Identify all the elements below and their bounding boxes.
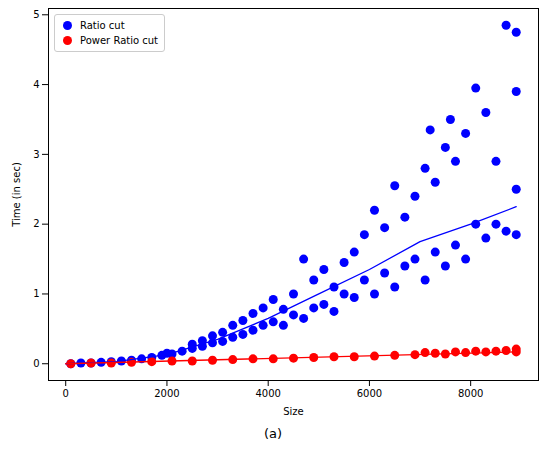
svg-text:Size: Size (283, 406, 304, 417)
svg-text:0: 0 (33, 358, 39, 369)
svg-text:5: 5 (33, 9, 39, 20)
svg-text:Time (in sec): Time (in sec) (11, 162, 22, 228)
svg-text:2000: 2000 (154, 388, 179, 399)
svg-text:0: 0 (63, 388, 69, 399)
svg-text:6000: 6000 (357, 388, 382, 399)
svg-text:2: 2 (33, 218, 39, 229)
svg-text:8000: 8000 (458, 388, 483, 399)
html-text:Ratio cut: Ratio cut (80, 20, 125, 31)
svg-text:4000: 4000 (255, 388, 280, 399)
svg-text:3: 3 (33, 149, 39, 160)
html-text:(a): (a) (263, 426, 283, 441)
svg-text:4: 4 (33, 79, 39, 90)
svg-text:1: 1 (33, 288, 39, 299)
html-text:Power Ratio cut: Power Ratio cut (80, 35, 158, 46)
